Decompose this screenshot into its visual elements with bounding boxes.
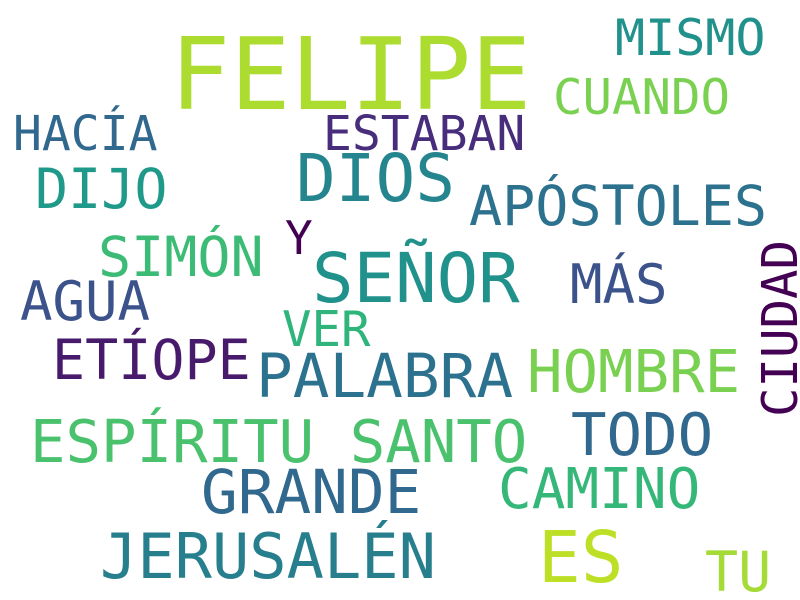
word-estaban: ESTABAN [323,106,526,162]
word-grande: GRANDE [201,457,422,528]
word-dijo: DIJO [35,157,168,221]
word-hombre: HOMBRE [527,337,741,406]
word-cuando: CUANDO [553,69,731,126]
word-todo: TODO [571,400,714,469]
word-simon: SIMÓN [98,225,264,289]
word-y: Y [285,211,313,265]
word-felipe: FELIPE [170,16,532,133]
word-mas: MÁS [570,253,668,316]
word-ciudad: CIUDAD [752,239,800,417]
word-camino: CAMINO [498,457,701,522]
word-agua: AGUA [20,270,151,333]
word-etiope: ETÍOPE [52,328,251,392]
word-palabra: PALABRA [256,341,514,412]
word-jerusalen: JERUSALÉN [100,520,436,593]
word-apostoles: APÓSTOLES [469,174,768,238]
word-senor: SEÑOR [312,239,520,319]
word-ver: VER [282,301,371,358]
word-es: ES [538,516,624,599]
word-hacia: HACÍA [13,106,158,162]
word-espiritu-santo: ESPÍRITU SANTO [30,407,528,476]
word-mismo: MISMO [615,9,766,67]
word-tu: TU [705,540,772,600]
word-dios: DIOS [296,140,455,217]
